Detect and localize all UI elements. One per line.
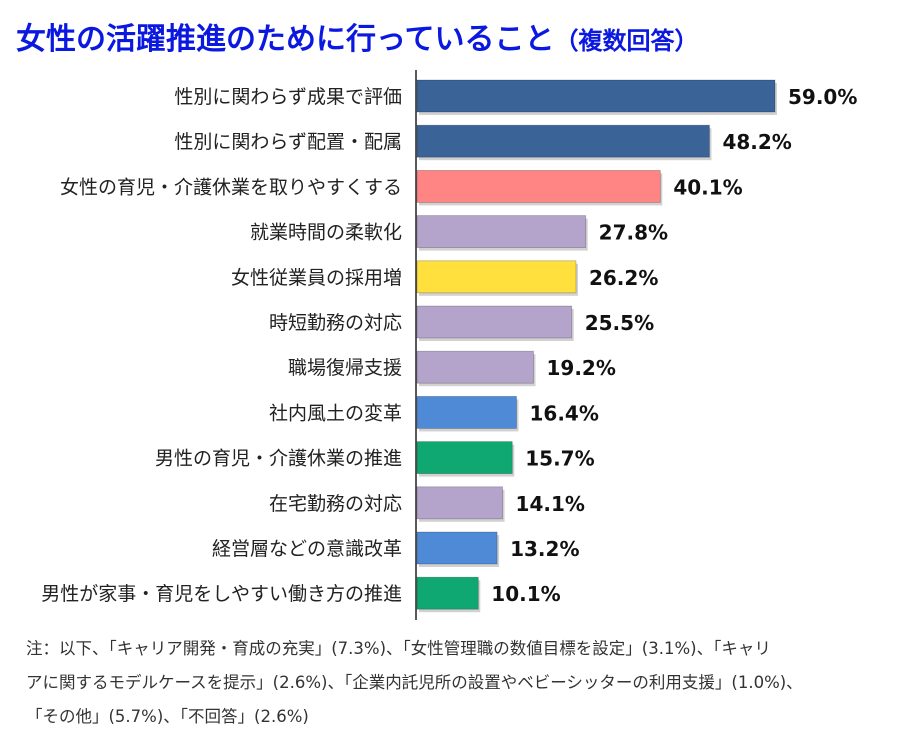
footnote-line: 注：以下、「キャリア開発・育成の充実」(7.3%)、「女性管理職の数値目標を設定… bbox=[26, 639, 771, 658]
category-label: 経営層などの意識改革 bbox=[212, 538, 402, 560]
value-label: 48.2% bbox=[722, 130, 791, 154]
bar bbox=[416, 576, 479, 610]
category-label: 在宅勤務の対応 bbox=[269, 493, 402, 515]
category-label: 性別に関わらず配置・配属 bbox=[174, 131, 402, 153]
value-label: 27.8% bbox=[599, 221, 668, 245]
bar bbox=[416, 215, 587, 249]
value-label: 26.2% bbox=[589, 266, 658, 290]
category-label: 就業時間の柔軟化 bbox=[250, 222, 402, 244]
bar bbox=[416, 124, 710, 158]
bar bbox=[416, 350, 534, 384]
bar bbox=[416, 79, 776, 113]
value-label: 19.2% bbox=[547, 356, 616, 380]
bar-chart: 性別に関わらず成果で評価 59.0% 性別に関わらず配置・配属 48.2% 女性の育児・… bbox=[41, 70, 857, 620]
bar bbox=[416, 486, 503, 520]
category-label: 性別に関わらず成果で評価 bbox=[174, 86, 402, 108]
category-label: 社内風土の変革 bbox=[269, 402, 402, 424]
category-label: 職場復帰支援 bbox=[288, 357, 402, 379]
value-label: 13.2% bbox=[510, 537, 579, 561]
footnote-line: アに関するモデルケースを提示」(2.6%)、「企業内託児所の設置やベビーシッター… bbox=[26, 673, 803, 692]
chart-title-main: 女性の活躍推進のために行っていること bbox=[16, 22, 555, 57]
value-label: 15.7% bbox=[525, 447, 594, 471]
chart-title: 女性の活躍推進のために行っていること（複数回答） bbox=[16, 14, 896, 60]
value-label: 25.5% bbox=[585, 311, 654, 335]
category-label: 男性の育児・介護休業の推進 bbox=[155, 448, 402, 470]
bar bbox=[416, 170, 661, 203]
value-label: 10.1% bbox=[491, 582, 560, 606]
value-label: 59.0% bbox=[788, 85, 857, 109]
bar bbox=[416, 260, 577, 294]
category-label: 女性の育児・介護休業を取りやすくする bbox=[60, 176, 402, 198]
bar bbox=[416, 531, 498, 565]
bar bbox=[416, 441, 513, 475]
category-label: 男性が家事・育児をしやすい働き方の推進 bbox=[41, 583, 402, 605]
value-label: 14.1% bbox=[516, 492, 585, 516]
value-label: 16.4% bbox=[530, 401, 599, 425]
bar bbox=[416, 305, 573, 339]
footnote: 注：以下、「キャリア開発・育成の充実」(7.3%)、「女性管理職の数値目標を設定… bbox=[26, 632, 896, 734]
value-label: 40.1% bbox=[673, 175, 742, 199]
category-label: 女性従業員の採用増 bbox=[231, 267, 402, 289]
category-label: 時短勤務の対応 bbox=[269, 312, 402, 334]
footnote-line: 「その他」(5.7%)、「不回答」(2.6%) bbox=[26, 707, 309, 726]
chart-title-sub: （複数回答） bbox=[554, 27, 699, 55]
bar bbox=[416, 395, 517, 429]
